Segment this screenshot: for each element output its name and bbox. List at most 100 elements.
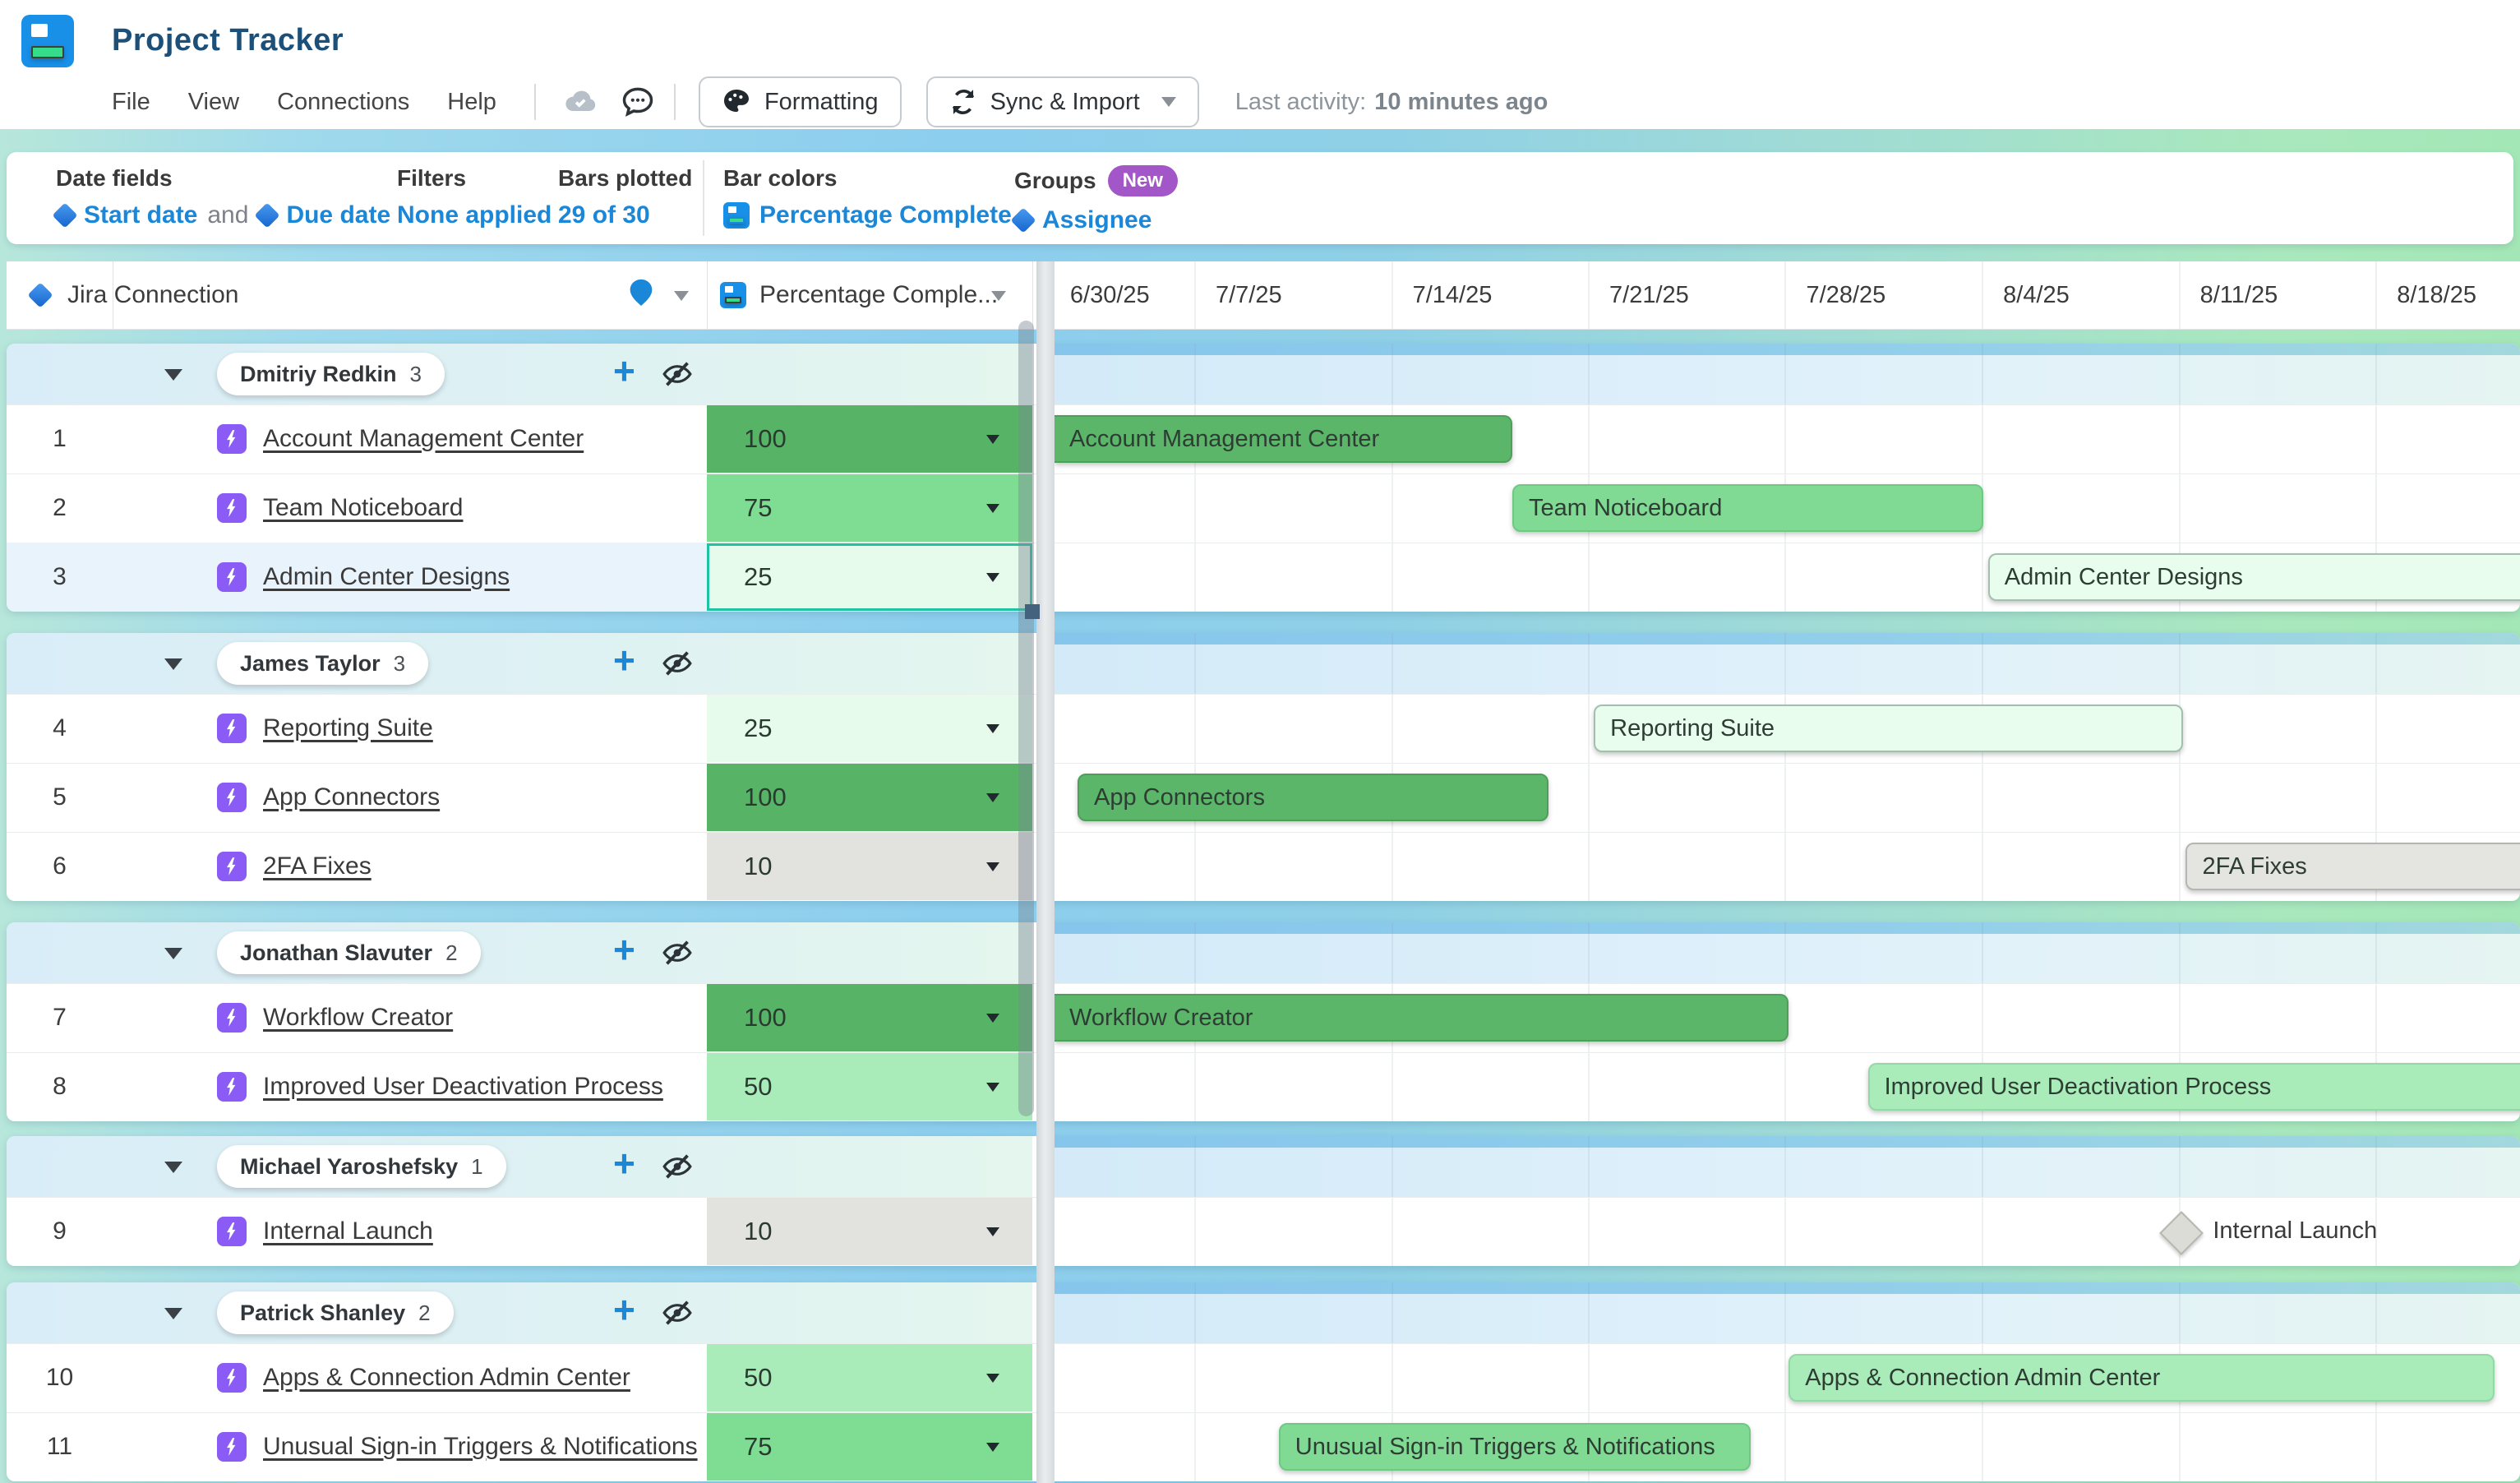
group-pill[interactable]: Patrick Shanley 2	[217, 1291, 454, 1334]
gantt-bar[interactable]: Account Management Center	[1055, 415, 1512, 463]
cell-fill-handle[interactable]	[1025, 604, 1040, 619]
pane-resize-divider[interactable]	[1036, 261, 1055, 1483]
task-link[interactable]: 2FA Fixes	[263, 852, 372, 880]
date-fields-label: Date fields	[56, 165, 173, 191]
group-top-stripe	[1055, 344, 2520, 355]
week-gridline	[1784, 261, 1787, 329]
percent-cell[interactable]: 25	[707, 695, 1032, 762]
task-link[interactable]: Workflow Creator	[263, 1004, 454, 1031]
group-card: James Taylor 3 +4 Reporting Suite 25 Reportin…	[7, 633, 2520, 901]
group-header-band-gantt	[1055, 922, 2520, 983]
menu-help[interactable]: Help	[447, 88, 496, 115]
percent-cell[interactable]: 100	[707, 405, 1032, 473]
row-number: 7	[53, 1004, 67, 1031]
percent-cell[interactable]: 50	[707, 1053, 1032, 1120]
gantt-bar[interactable]: 2FA Fixes	[2185, 843, 2520, 890]
group-collapse-caret[interactable]	[164, 1162, 182, 1173]
task-link[interactable]: Unusual Sign-in Triggers & Notifications	[263, 1433, 698, 1460]
gantt-bar[interactable]: App Connectors	[1077, 774, 1548, 821]
week-gridline	[1391, 1282, 1393, 1481]
percent-cell[interactable]: 75	[707, 1413, 1032, 1481]
add-task-button[interactable]: +	[613, 928, 635, 971]
row-number: 3	[53, 563, 67, 590]
percent-cell[interactable]: 100	[707, 764, 1032, 831]
group-collapse-caret[interactable]	[164, 1308, 182, 1319]
gantt-bar-label: Unusual Sign-in Triggers & Notifications	[1295, 1433, 1715, 1460]
gantt-bar[interactable]: Team Noticeboard	[1512, 484, 1984, 532]
row-separator	[7, 832, 2520, 833]
gantt-bar[interactable]: Unusual Sign-in Triggers & Notifications	[1278, 1423, 1751, 1471]
gantt-bar[interactable]: Workflow Creator	[1055, 994, 1789, 1042]
percent-value: 25	[744, 714, 773, 742]
hide-group-icon[interactable]	[661, 647, 694, 680]
task-link[interactable]: Apps & Connection Admin Center	[263, 1364, 630, 1391]
task-link[interactable]: Team Noticeboard	[263, 494, 464, 521]
bars-plotted-link[interactable]: 29 of 30	[558, 201, 650, 229]
vertical-scrollbar[interactable]	[1018, 321, 1034, 1116]
percent-cell[interactable]: 10	[707, 1198, 1032, 1265]
gantt-bar-label: Team Noticeboard	[1529, 494, 1723, 521]
percent-cell[interactable]: 75	[707, 474, 1032, 542]
group-pill[interactable]: Jonathan Slavuter 2	[217, 931, 481, 974]
hide-group-icon[interactable]	[661, 936, 694, 969]
jira-task-icon	[217, 424, 247, 454]
add-task-button[interactable]: +	[613, 1142, 635, 1185]
hide-group-icon[interactable]	[661, 1150, 694, 1183]
menu-view[interactable]: View	[187, 88, 240, 115]
milestone-diamond[interactable]	[2159, 1211, 2204, 1255]
group-pill[interactable]: Dmitriy Redkin 3	[217, 353, 445, 395]
gantt-bar[interactable]: Apps & Connection Admin Center	[1788, 1354, 2495, 1402]
week-gridline	[2178, 922, 2181, 1121]
task-link[interactable]: Internal Launch	[263, 1217, 433, 1245]
group-top-stripe	[1055, 1136, 2520, 1148]
gantt-bar[interactable]: Admin Center Designs	[1987, 553, 2520, 601]
add-task-button[interactable]: +	[613, 639, 635, 681]
percent-value: 25	[744, 562, 773, 591]
percent-cell[interactable]: 50	[707, 1344, 1032, 1411]
week-gridline	[1982, 261, 1984, 329]
group-collapse-caret[interactable]	[164, 948, 182, 959]
feedback-chat-icon[interactable]	[616, 81, 659, 123]
add-task-button[interactable]: +	[613, 349, 635, 392]
task-link[interactable]: App Connectors	[263, 783, 441, 811]
formatting-button[interactable]: Formatting	[698, 76, 902, 127]
due-date-link[interactable]: Due date	[286, 201, 391, 229]
task-link[interactable]: Admin Center Designs	[263, 563, 510, 590]
group-count: 2	[418, 1300, 431, 1325]
group-pill[interactable]: Michael Yaroshefsky 1	[217, 1145, 506, 1188]
group-collapse-caret[interactable]	[164, 369, 182, 381]
tag-icon[interactable]	[625, 276, 658, 318]
connection-header-label[interactable]: Jira Connection	[67, 281, 239, 308]
gantt-bar[interactable]: Reporting Suite	[1594, 705, 2183, 752]
filters-link[interactable]: None applied	[397, 201, 552, 229]
menu-connections[interactable]: Connections	[277, 88, 410, 115]
bar-colors-link[interactable]: Percentage Complete	[759, 201, 1012, 229]
add-task-button[interactable]: +	[613, 1288, 635, 1331]
group-collapse-caret[interactable]	[164, 658, 182, 670]
chevron-down-icon[interactable]	[991, 291, 1006, 301]
menu-file[interactable]: File	[112, 88, 150, 115]
week-gridline	[1982, 922, 1984, 1121]
chevron-down-icon[interactable]	[674, 291, 689, 301]
hide-group-icon[interactable]	[661, 1296, 694, 1329]
task-link[interactable]: Improved User Deactivation Process	[263, 1073, 663, 1100]
and-text: and	[207, 201, 249, 229]
task-link[interactable]: Reporting Suite	[263, 714, 433, 742]
percent-cell[interactable]: 25	[707, 543, 1032, 611]
gantt-bar[interactable]: Improved User Deactivation Process	[1867, 1063, 2520, 1111]
start-date-link[interactable]: Start date	[84, 201, 198, 229]
sync-import-label: Sync & Import	[990, 88, 1140, 115]
chevron-down-icon	[986, 1442, 999, 1452]
sync-import-button[interactable]: Sync & Import	[925, 76, 1199, 127]
group-pill[interactable]: James Taylor 3	[217, 642, 429, 685]
percent-cell[interactable]: 100	[707, 984, 1032, 1051]
group-name: Jonathan Slavuter	[240, 940, 433, 965]
groups-assignee-link[interactable]: Assignee	[1042, 206, 1152, 233]
task-link[interactable]: Account Management Center	[263, 425, 584, 452]
value-column-header[interactable]: Percentage Comple...	[759, 281, 999, 308]
hide-group-icon[interactable]	[661, 358, 694, 390]
date-header-label: 8/4/25	[2003, 281, 2070, 308]
week-gridline	[1982, 1136, 1984, 1266]
percent-cell[interactable]: 10	[707, 833, 1032, 900]
chevron-down-icon	[986, 792, 999, 802]
